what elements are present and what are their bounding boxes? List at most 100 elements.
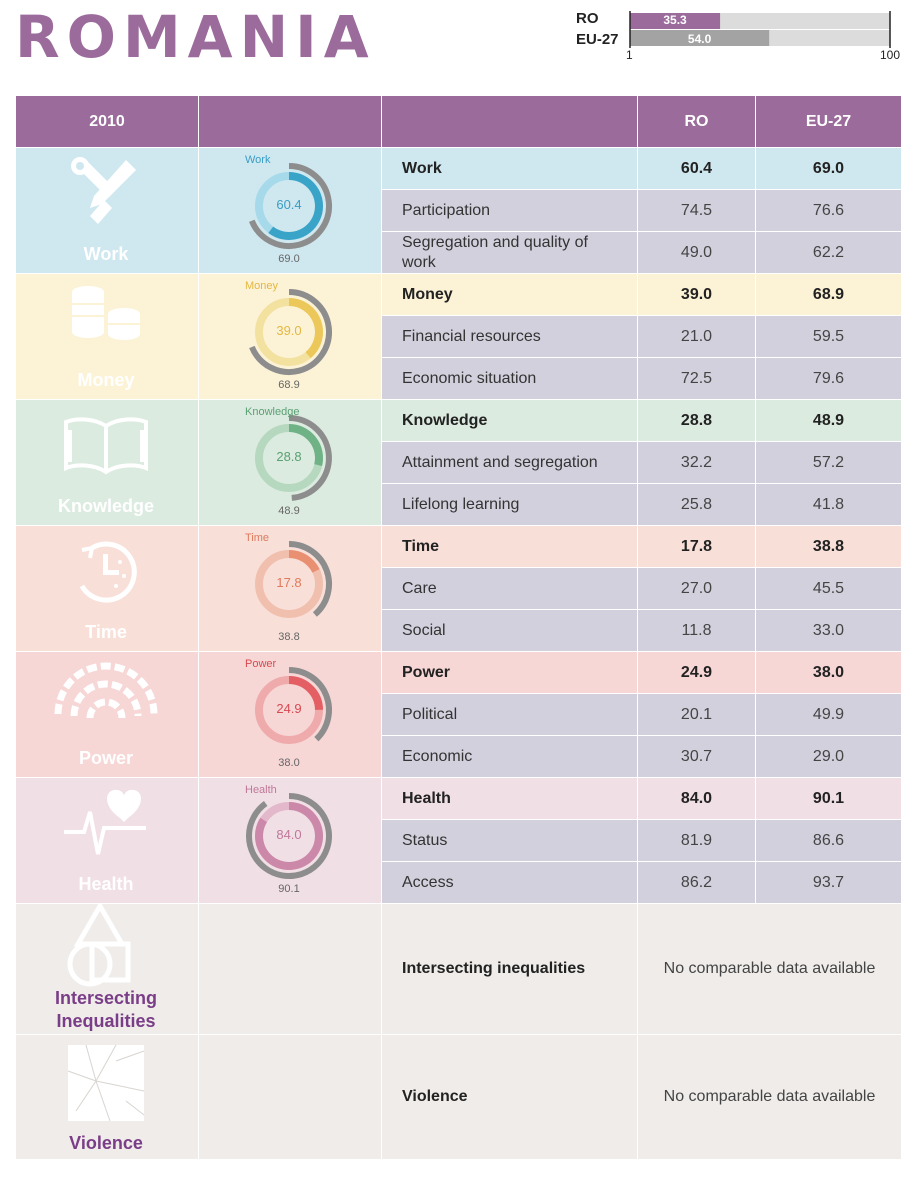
subdomain-label: Political (381, 693, 638, 736)
ro-value: 84.0 (637, 777, 756, 820)
eu-value: 86.6 (755, 819, 902, 862)
summary-bars (629, 11, 891, 48)
table-row: Lifelong learning 25.8 41.8 (16, 483, 902, 526)
knowledge-eu-arc (288, 415, 332, 501)
work-icon-cell: Work (15, 147, 199, 274)
eu-value: 49.9 (755, 693, 902, 736)
eu-value: 93.7 (755, 861, 902, 904)
table-row: Economic situation 72.5 79.6 (16, 357, 902, 400)
power-donut-cell: Power 24.9 38.0 (198, 651, 382, 778)
violence-empty-cell (198, 1034, 382, 1160)
money-donut-score: 39.0 (276, 323, 302, 338)
intersecting-empty-cell (198, 903, 382, 1035)
ro-value: 74.5 (637, 189, 756, 232)
table-row: Time Time 17.8 38.8 Time 17.8 38.8 (15, 525, 902, 652)
time-donut-label: Time (245, 532, 270, 544)
health-icon-cell: Health (15, 777, 199, 904)
table-row: Health Health 84.0 90.1 Health 84.0 90.1 (15, 777, 902, 904)
eu-value: 69.0 (755, 147, 902, 190)
knowledge-donut-score: 28.8 (276, 449, 302, 464)
ro-value: 24.9 (637, 651, 756, 694)
subdomain-label: Care (381, 567, 638, 610)
summary-bar-chart: RO EU-27 35.3 54.0 1 100 (560, 8, 904, 64)
table-row: Political 20.1 49.9 (16, 693, 902, 736)
power-domain-name: Power (78, 748, 134, 768)
power-eu-arc (288, 667, 332, 742)
table-row: Access 86.2 93.7 (16, 861, 902, 904)
subdomain-label: Lifelong learning (381, 483, 638, 526)
subdomain-label: Segregation and quality of work (381, 231, 638, 274)
violence-label: Violence (381, 1034, 638, 1160)
eu-value: 59.5 (755, 315, 902, 358)
work-donut-score: 60.4 (276, 197, 302, 212)
health-domain-label: Health (381, 777, 638, 820)
intersecting-domain-name-line2: Inequalities (56, 1011, 156, 1031)
table-row: Social 11.8 33.0 (16, 609, 902, 652)
ro-value: 60.4 (637, 147, 756, 190)
subdomain-label: Status (381, 819, 638, 862)
health-score-arc (255, 802, 323, 870)
subdomain-label: Attainment and segregation (381, 441, 638, 484)
power-donut-score: 24.9 (276, 701, 302, 716)
summary-eu-value: 54.0 (687, 32, 712, 46)
subdomain-label: Social (381, 609, 638, 652)
money-donut-label: Money (245, 280, 279, 292)
time-donut-score: 17.8 (276, 575, 302, 590)
eu-value: 48.9 (755, 399, 902, 442)
summary-ro-value: 35.3 (663, 13, 687, 27)
money-donut-cell: Money 39.0 68.9 (198, 273, 382, 400)
health-donut-chart (246, 793, 332, 879)
subdomain-label: Economic (381, 735, 638, 778)
time-eu-arc (288, 541, 332, 617)
money-eu-arc (249, 289, 332, 375)
eu-value: 38.0 (755, 651, 902, 694)
health-donut-label: Health (245, 784, 277, 796)
knowledge-domain-name: Knowledge (57, 496, 154, 516)
time-domain-name: Time (85, 622, 127, 642)
ro-value: 32.2 (637, 441, 756, 484)
ro-value: 27.0 (637, 567, 756, 610)
eu-value: 38.8 (755, 525, 902, 568)
ro-value: 11.8 (637, 609, 756, 652)
header-year: 2010 (15, 95, 199, 148)
axis-min-label: 1 (626, 48, 633, 62)
summary-eu-label: EU-27 (576, 31, 619, 48)
violence-no-data-note: No comparable data available (637, 1034, 902, 1160)
money-score-arc (288, 298, 323, 359)
health-donut-score: 84.0 (276, 827, 302, 842)
header-empty-2 (381, 95, 638, 148)
header-eu: EU-27 (755, 95, 902, 148)
ro-value: 86.2 (637, 861, 756, 904)
eu-value: 45.5 (755, 567, 902, 610)
health-domain-name: Health (78, 874, 134, 894)
header-empty-1 (198, 95, 382, 148)
table-header: 2010 RO EU-27 (15, 95, 902, 148)
page-title: ROMANIA (15, 3, 376, 71)
time-donut-eu-value: 38.8 (278, 631, 300, 643)
money-donut-chart (249, 289, 332, 375)
ro-value: 28.8 (637, 399, 756, 442)
ro-value: 72.5 (637, 357, 756, 400)
knowledge-donut-cell: Knowledge 28.8 48.9 (198, 399, 382, 526)
time-donut-chart (255, 541, 332, 618)
time-score-arc (288, 550, 320, 573)
eu-bar (630, 30, 770, 46)
time-donut-cell: Time 17.8 38.8 (198, 525, 382, 652)
intersecting-no-data-note: No comparable data available (637, 903, 902, 1035)
table-row: Money Money 39.0 68.9 Money 39.0 68.9 (15, 273, 902, 400)
knowledge-donut-chart (255, 415, 332, 501)
table-row: Segregation and quality of work 49.0 62.2 (16, 231, 902, 274)
subdomain-label: Participation (381, 189, 638, 232)
ro-value: 39.0 (637, 273, 756, 316)
health-donut-cell: Health 84.0 90.1 (198, 777, 382, 904)
power-domain-label: Power (381, 651, 638, 694)
work-domain-name: Work (83, 244, 129, 264)
eu-value: 57.2 (755, 441, 902, 484)
power-score-arc (288, 676, 323, 711)
table-row: Economic 30.7 29.0 (16, 735, 902, 778)
gender-equality-table: 2010 RO EU-27 Work Work 60.4 69.0 Work 60.4 69… (15, 95, 902, 1160)
work-domain-label: Work (381, 147, 638, 190)
work-donut-chart (249, 163, 332, 249)
ro-value: 81.9 (637, 819, 756, 862)
intersecting-domain-name: Intersecting (54, 988, 158, 1008)
